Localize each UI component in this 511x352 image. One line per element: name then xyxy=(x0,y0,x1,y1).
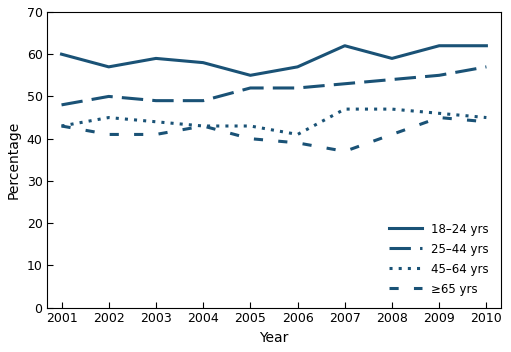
≥65 yrs xyxy=(247,137,253,141)
45–64 yrs xyxy=(342,107,348,111)
Line: ≥65 yrs: ≥65 yrs xyxy=(61,118,486,151)
45–64 yrs xyxy=(106,115,112,120)
25–44 yrs xyxy=(58,103,64,107)
X-axis label: Year: Year xyxy=(259,331,289,345)
18–24 yrs xyxy=(153,56,159,61)
45–64 yrs xyxy=(389,107,395,111)
18–24 yrs xyxy=(389,56,395,61)
≥65 yrs xyxy=(342,149,348,153)
45–64 yrs xyxy=(247,124,253,128)
Legend: 18–24 yrs, 25–44 yrs, 45–64 yrs, ≥65 yrs: 18–24 yrs, 25–44 yrs, 45–64 yrs, ≥65 yrs xyxy=(383,217,495,302)
Line: 18–24 yrs: 18–24 yrs xyxy=(61,46,486,75)
≥65 yrs xyxy=(200,124,206,128)
18–24 yrs xyxy=(342,44,348,48)
25–44 yrs xyxy=(247,86,253,90)
25–44 yrs xyxy=(389,77,395,82)
45–64 yrs xyxy=(200,124,206,128)
25–44 yrs xyxy=(153,99,159,103)
25–44 yrs xyxy=(436,73,442,77)
25–44 yrs xyxy=(483,65,490,69)
≥65 yrs xyxy=(153,132,159,137)
18–24 yrs xyxy=(200,61,206,65)
Line: 25–44 yrs: 25–44 yrs xyxy=(61,67,486,105)
45–64 yrs xyxy=(483,115,490,120)
18–24 yrs xyxy=(483,44,490,48)
25–44 yrs xyxy=(342,82,348,86)
Y-axis label: Percentage: Percentage xyxy=(7,121,21,199)
18–24 yrs xyxy=(106,65,112,69)
18–24 yrs xyxy=(294,65,300,69)
≥65 yrs xyxy=(389,132,395,137)
45–64 yrs xyxy=(153,120,159,124)
18–24 yrs xyxy=(58,52,64,56)
45–64 yrs xyxy=(294,132,300,137)
18–24 yrs xyxy=(247,73,253,77)
≥65 yrs xyxy=(106,132,112,137)
45–64 yrs xyxy=(58,124,64,128)
Line: 45–64 yrs: 45–64 yrs xyxy=(61,109,486,134)
≥65 yrs xyxy=(294,141,300,145)
18–24 yrs xyxy=(436,44,442,48)
45–64 yrs xyxy=(436,111,442,115)
25–44 yrs xyxy=(200,99,206,103)
≥65 yrs xyxy=(436,115,442,120)
25–44 yrs xyxy=(106,94,112,99)
≥65 yrs xyxy=(58,124,64,128)
25–44 yrs xyxy=(294,86,300,90)
≥65 yrs xyxy=(483,120,490,124)
